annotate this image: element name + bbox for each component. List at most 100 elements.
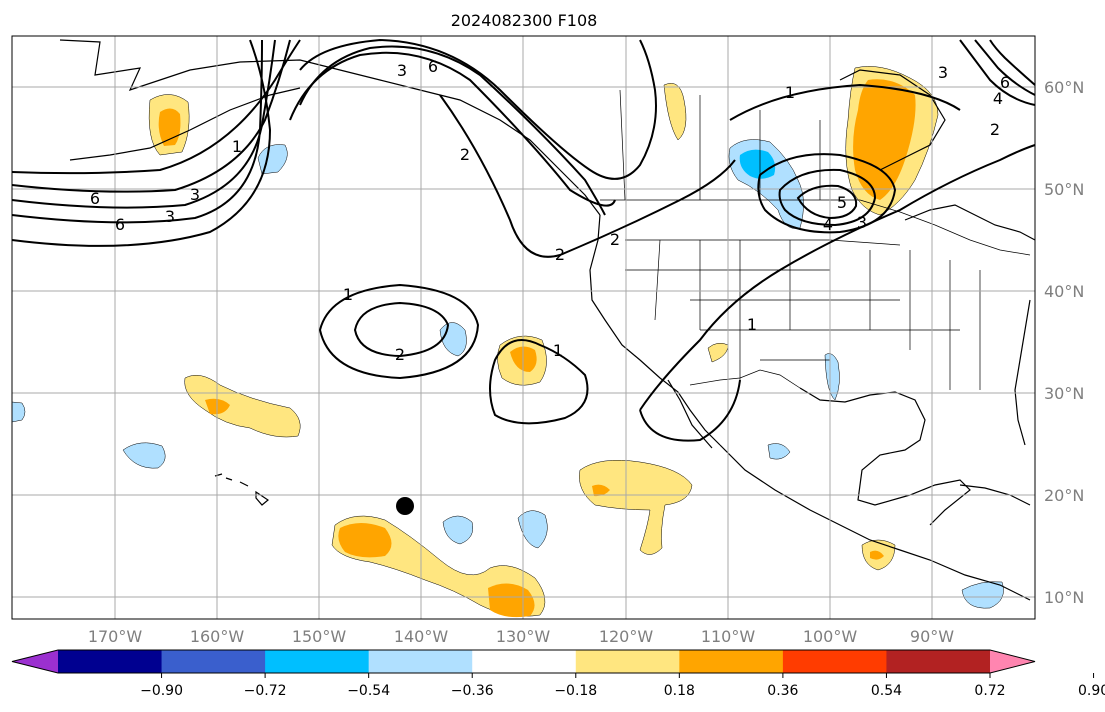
longitude-labels: 170°W 160°W 150°W 140°W 130°W 120°W 110°…	[88, 627, 954, 646]
contour-alaska-low-2	[11, 39, 291, 193]
contour-lines	[11, 38, 1036, 442]
colorbar-extend-low	[12, 650, 58, 673]
contour-canada-low-2	[778, 168, 877, 227]
colorbar-segment	[265, 650, 370, 673]
contour-canada-low-3	[796, 184, 858, 220]
contour-alaska-low-4	[11, 39, 263, 224]
figure-title: 2024082300 F108	[451, 11, 598, 30]
contour-label: 5	[837, 193, 847, 212]
contour-label: 1	[785, 83, 795, 102]
colorbar-ticks: −0.90 −0.72 −0.54 −0.36 −0.18 0.18 0.36 0.54 0.7…	[140, 673, 1105, 699]
contour-label: 6	[115, 215, 125, 234]
colorbar-segment	[368, 650, 473, 673]
gridlines	[12, 36, 1035, 619]
shade-positive-south-core-1	[338, 523, 392, 558]
canada-east	[904, 204, 1036, 241]
west-coast-canada	[589, 214, 721, 446]
lon-label: 150°W	[292, 627, 347, 646]
lon-label: 140°W	[394, 627, 449, 646]
contour-label: 4	[993, 89, 1003, 108]
lon-label: 170°W	[88, 627, 143, 646]
contour-label: 3	[857, 213, 867, 232]
contour-west-gulf	[639, 379, 741, 442]
lon-label: 100°W	[803, 627, 858, 646]
shade-positive-alaska-core	[158, 108, 181, 146]
hawaii-islands	[214, 473, 270, 506]
shade-positive-hudson-core	[853, 79, 916, 200]
colorbar-segment	[679, 650, 784, 673]
colorbar-segment	[575, 650, 680, 673]
lat-label: 30°N	[1044, 384, 1084, 403]
colorbar-tick-label: −0.54	[347, 683, 390, 699]
map-frame	[11, 35, 1036, 620]
contour-label: 1	[343, 285, 353, 304]
coastlines	[59, 39, 1036, 601]
mexico-pacific-coast	[719, 444, 1031, 601]
contour-label: 3	[165, 207, 175, 226]
shade-positive-central-pacific-core	[592, 484, 610, 497]
contour-alaska-low-5	[11, 39, 272, 247]
lon-label: 120°W	[599, 627, 654, 646]
lon-label: 90°W	[910, 627, 954, 646]
shade-negative-texas	[824, 353, 840, 401]
contour-ne-3	[989, 39, 1036, 86]
colorbar-tick-label: −0.18	[554, 683, 597, 699]
colorbar-tick-label: −0.90	[140, 683, 183, 699]
shade-positive-central-pacific	[579, 460, 693, 555]
contour-ridge-trough	[439, 94, 736, 258]
shade-negative-south-1	[442, 515, 473, 545]
colorbar-tick-label: 0.72	[974, 683, 1005, 699]
lat-label: 20°N	[1044, 486, 1084, 505]
contour-label: 2	[555, 245, 565, 264]
contour-label: 3	[938, 63, 948, 82]
contour-alaska-low-3	[11, 39, 276, 209]
shading-layer	[11, 66, 1004, 618]
cuba	[959, 484, 1031, 506]
colorbar-segment	[886, 650, 991, 673]
contour-ridge-outer	[299, 38, 657, 180]
colorbar-outline	[11, 649, 1036, 674]
canada-province-lines	[619, 89, 821, 201]
contour-pacific-low-1	[318, 283, 480, 380]
colorbar-segment	[58, 650, 163, 673]
alaska-coast	[59, 39, 601, 216]
contour-label: 2	[395, 345, 405, 364]
contour-label: 6	[1000, 73, 1010, 92]
lon-label: 110°W	[701, 627, 756, 646]
contour-label: 2	[610, 230, 620, 249]
contour-canada-low-1	[757, 153, 897, 234]
shade-positive-bc	[663, 83, 687, 141]
contour-ridge-1	[289, 51, 616, 207]
contour-ne-2	[974, 39, 1036, 96]
shade-negative-gulf-mexico	[767, 443, 791, 460]
us-mexico-border	[689, 369, 801, 389]
shade-negative-pacific-west	[122, 442, 166, 469]
lat-label: 60°N	[1044, 78, 1084, 97]
colorbar-tick-label: −0.72	[244, 683, 287, 699]
contour-label: 1	[232, 137, 242, 156]
contour-label: 2	[460, 145, 470, 164]
colorbar: −0.90 −0.72 −0.54 −0.36 −0.18 0.18 0.36 0.54 0.7…	[11, 649, 1105, 699]
colorbar-tick-label: 0.18	[664, 683, 695, 699]
aleutian-chain	[69, 87, 301, 161]
colorbar-extend-high	[990, 650, 1035, 673]
colorbar-tick-label: 0.90	[1078, 683, 1105, 699]
gulf-of-mexico-coast	[799, 387, 971, 526]
shade-negative-south-2	[517, 510, 548, 549]
colorbar-segment	[782, 650, 887, 673]
florida-east-coast	[1014, 299, 1031, 446]
contour-canada-outer	[639, 83, 1036, 411]
contour-label: 3	[190, 185, 200, 204]
colorbar-segment	[161, 650, 266, 673]
contour-label: 1	[553, 341, 563, 360]
latitude-labels: 60°N 50°N 40°N 30°N 20°N 10°N	[1044, 78, 1084, 607]
shade-positive-central-america-core	[870, 550, 884, 560]
hudson-bay	[839, 69, 946, 171]
contour-label: 1	[747, 315, 757, 334]
contour-label: 3	[397, 61, 407, 80]
colorbar-tick-label: 0.54	[871, 683, 902, 699]
shade-negative-canada-core	[739, 149, 776, 179]
colorbar-segment	[472, 650, 577, 673]
contour-pacific-low-2	[353, 301, 450, 358]
